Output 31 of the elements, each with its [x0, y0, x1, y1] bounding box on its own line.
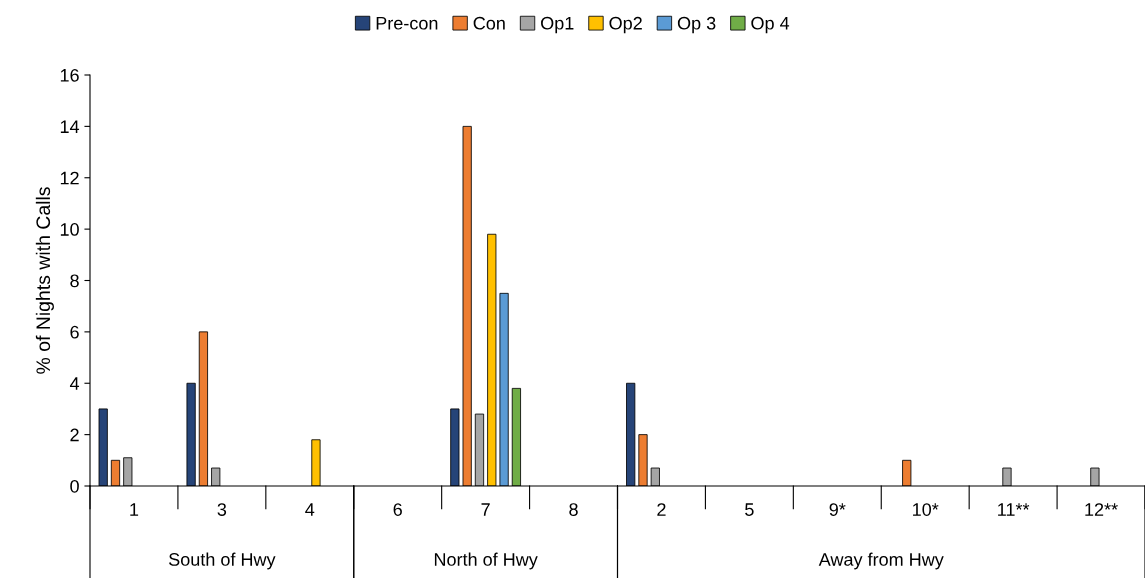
- y-tick-label: 2: [70, 428, 79, 442]
- legend-label: Op 3: [677, 16, 716, 34]
- text: South of Hwy: [169, 552, 276, 570]
- y-tick-label: 16: [60, 68, 79, 82]
- y-tick-label: 10: [60, 223, 79, 236]
- x-tick-label: 6: [393, 503, 402, 516]
- y-axis-title: % of Nights with Calls: [35, 187, 54, 374]
- y-tick-label: 14: [60, 120, 80, 133]
- legend-label: Op1: [541, 16, 574, 34]
- legend-label: Op 4: [751, 16, 790, 34]
- x-tick-label: 11**: [998, 503, 1030, 516]
- x-tick-label: 9*: [829, 503, 846, 516]
- x-tick-label: 1: [130, 503, 139, 516]
- x-tick-label: 12**: [1085, 503, 1118, 516]
- x-tick-label: 10*: [913, 503, 939, 516]
- y-tick-label: 6: [70, 325, 79, 339]
- legend-label: Con: [473, 16, 505, 30]
- x-tick-label: 7: [481, 503, 490, 516]
- x-tick-label: 5: [745, 503, 754, 516]
- text: Away from Hwy: [818, 552, 944, 570]
- x-tick-label: 4: [305, 503, 315, 516]
- x-tick-label: 3: [217, 503, 227, 516]
- y-tick-label: 0: [70, 479, 79, 493]
- x-tick-label: 8: [569, 503, 578, 516]
- x-tick-label: 2: [657, 503, 666, 516]
- legend-label: Pre-con: [376, 17, 438, 30]
- y-tick-label: 8: [70, 274, 79, 288]
- legend-label: Op2: [609, 16, 642, 34]
- y-tick-label: 4: [69, 377, 80, 390]
- text: North of Hwy: [434, 552, 538, 570]
- y-tick-label: 12: [60, 171, 79, 185]
